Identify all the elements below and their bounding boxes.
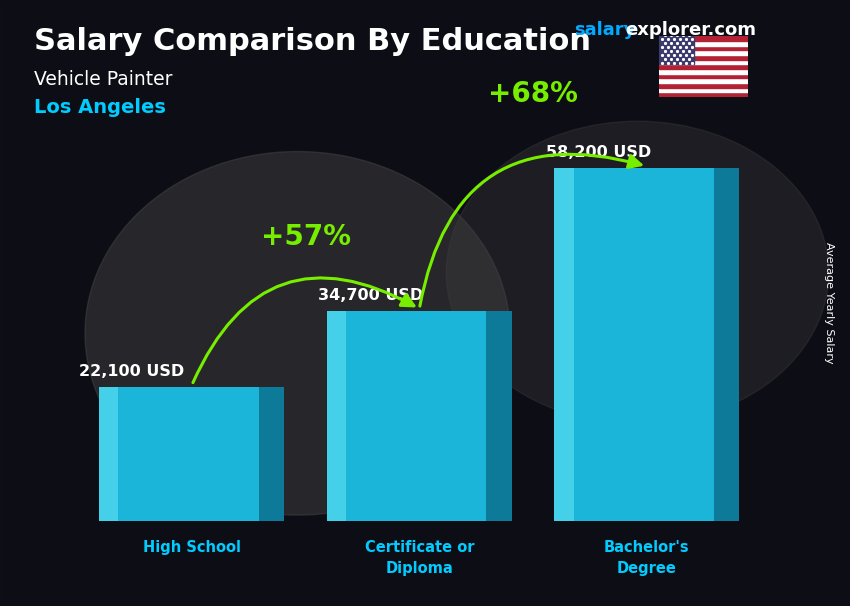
Bar [659,50,748,55]
Text: Bachelor's
Degree: Bachelor's Degree [604,540,689,576]
Polygon shape [258,387,284,521]
Text: Average Yearly Salary: Average Yearly Salary [824,242,834,364]
Text: 34,700 USD: 34,700 USD [319,288,423,302]
Bar [659,45,748,50]
Bar [659,41,748,45]
Bar [659,36,694,64]
Bar [99,387,118,521]
Bar [659,59,748,64]
Text: 22,100 USD: 22,100 USD [79,364,184,379]
Bar [659,92,748,97]
Bar [659,78,748,83]
Text: salary: salary [574,21,635,39]
Text: explorer.com: explorer.com [625,21,756,39]
Polygon shape [486,311,512,521]
Text: High School: High School [143,540,241,554]
Text: +57%: +57% [261,222,350,251]
Bar [659,36,748,41]
Bar [659,88,748,92]
Text: Los Angeles: Los Angeles [34,98,166,117]
Ellipse shape [85,152,510,515]
Bar [659,83,748,88]
Bar [659,69,748,74]
Polygon shape [714,168,740,521]
FancyBboxPatch shape [327,311,486,521]
Bar [659,74,748,78]
Text: Certificate or
Diploma: Certificate or Diploma [365,540,474,576]
Text: +68%: +68% [488,80,578,108]
Ellipse shape [446,121,829,424]
Bar [659,64,748,69]
Text: Salary Comparison By Education: Salary Comparison By Education [34,27,591,56]
Text: Vehicle Painter: Vehicle Painter [34,70,173,88]
FancyBboxPatch shape [99,387,258,521]
FancyBboxPatch shape [554,168,714,521]
Text: 58,200 USD: 58,200 USD [546,145,651,160]
Bar [327,311,346,521]
Bar [659,55,748,59]
Bar [554,168,574,521]
